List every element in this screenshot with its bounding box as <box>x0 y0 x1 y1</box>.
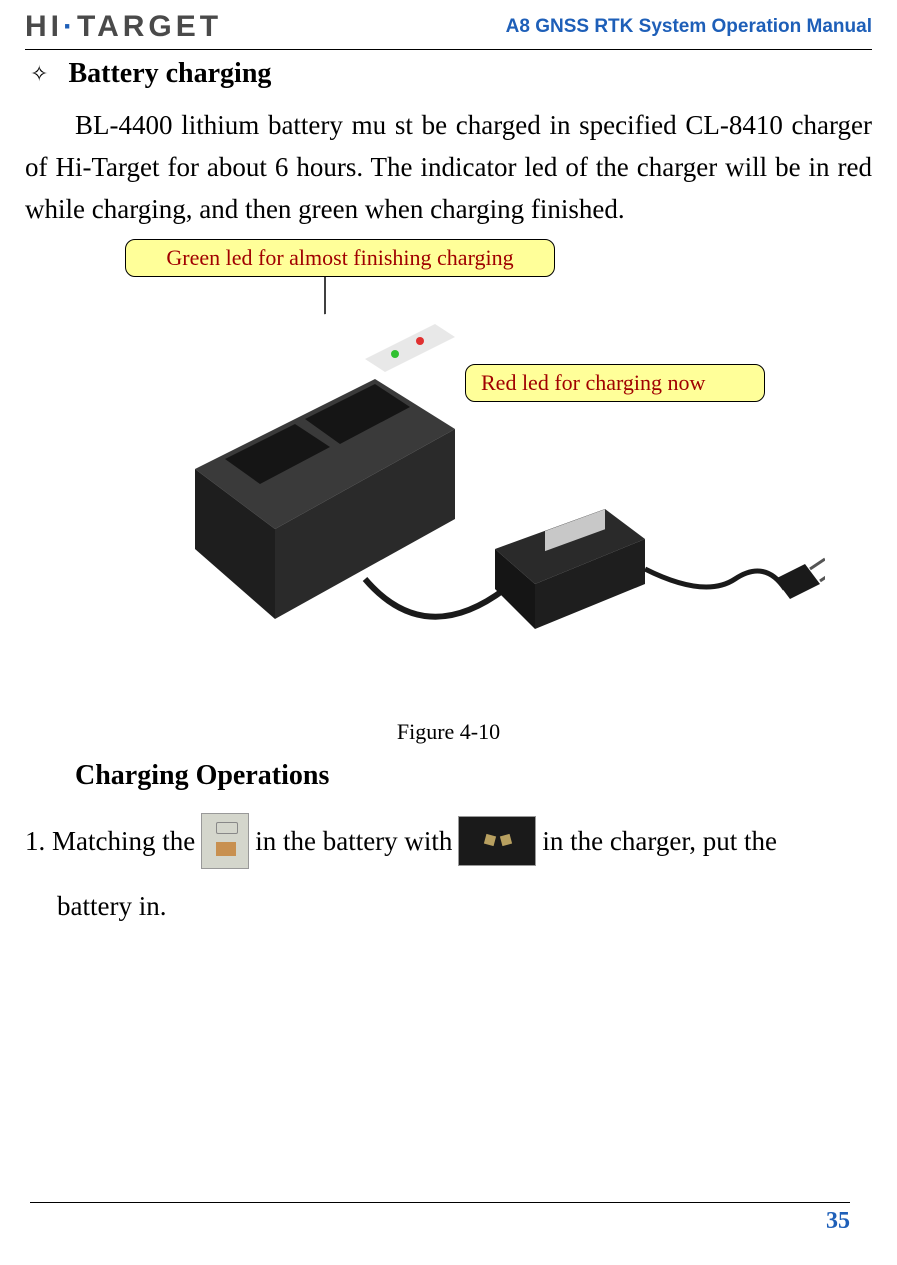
body-paragraph: BL-4400 lithium battery mu st be charged… <box>25 105 872 231</box>
page-number: 35 <box>30 1202 850 1235</box>
logo-text-pre: HI <box>25 10 63 43</box>
step-text-mid: in the battery with <box>255 812 452 871</box>
step-1: 1. Matching the in the battery with in t… <box>25 812 872 871</box>
subheading: Charging Operations <box>75 760 872 792</box>
document-title: A8 GNSS RTK System Operation Manual <box>506 16 872 38</box>
step-1-continue: battery in. <box>57 891 872 922</box>
plug-icon <box>775 559 825 599</box>
step-text-post: in the charger, put the <box>542 812 777 871</box>
callout-green-led: Green led for almost finishing charging <box>125 239 555 277</box>
page-header: HI·TARGET A8 GNSS RTK System Operation M… <box>25 0 872 50</box>
logo: HI·TARGET <box>25 10 222 44</box>
callout-red-led: Red led for charging now <box>465 364 765 402</box>
section-title: Battery charging <box>68 58 271 90</box>
logo-dot: · <box>63 10 77 43</box>
figure-container: Green led for almost finishing charging … <box>25 239 872 709</box>
step-text-pre: 1. Matching the <box>25 812 195 871</box>
bullet-icon: ✧ <box>30 61 48 87</box>
battery-contact-icon <box>201 813 249 869</box>
charger-slot-icon <box>458 816 536 866</box>
section-heading: ✧ Battery charging <box>30 58 872 90</box>
charger-diagram <box>125 269 825 709</box>
logo-text-post: TARGET <box>77 10 222 43</box>
figure-caption: Figure 4-10 <box>25 719 872 745</box>
